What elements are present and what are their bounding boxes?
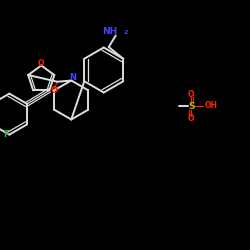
Text: NH: NH [102,27,118,36]
Text: N: N [69,74,76,82]
Text: O: O [188,90,194,99]
Text: F: F [3,130,8,139]
Text: S: S [188,102,194,111]
Text: O: O [188,114,194,123]
Text: O: O [38,58,44,68]
Text: O: O [50,86,57,95]
Text: OH: OH [205,100,218,110]
Text: 2: 2 [124,30,128,36]
